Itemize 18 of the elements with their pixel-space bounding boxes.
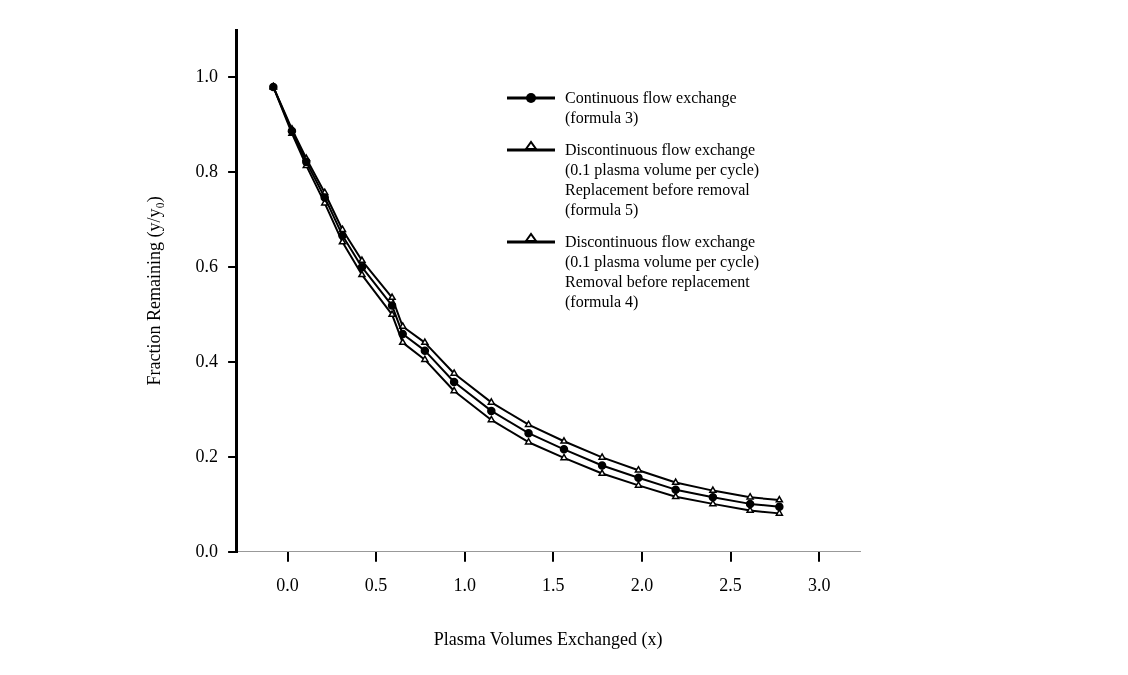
y-tick-label: 0.0 xyxy=(195,540,219,561)
x-tick-label: 2.0 xyxy=(630,575,654,596)
legend-label: Continuous flow exchange (formula 3) xyxy=(565,88,737,128)
x-tick-label: 1.0 xyxy=(453,575,476,596)
x-tick-label: 2.5 xyxy=(719,575,742,596)
y-tick-label: 0.6 xyxy=(195,255,219,276)
x-axis-title: Plasma Volumes Exchanged (x) xyxy=(433,628,663,650)
legend-label: Discontinuous flow exchange (0.1 plasma volume per cycle) Replacement before removal (formula 5) xyxy=(565,140,760,220)
y-tick-label: 0.8 xyxy=(195,161,219,182)
x-tick-label: 1.5 xyxy=(542,575,565,596)
x-tick-label: 0.0 xyxy=(276,575,299,596)
x-tick-label: 0.5 xyxy=(364,575,388,596)
y-axis-title: Fraction Remaining (y/y₀) xyxy=(143,196,165,386)
y-tick-label: 1.0 xyxy=(195,66,219,87)
y-tick-label: 0.2 xyxy=(195,445,219,466)
x-tick-label: 3.0 xyxy=(807,575,831,596)
legend-label: Discontinuous flow exchange (0.1 plasma volume per cycle) Removal before replacement (formula 4) xyxy=(565,232,760,312)
y-tick-label: 0.4 xyxy=(195,350,219,371)
